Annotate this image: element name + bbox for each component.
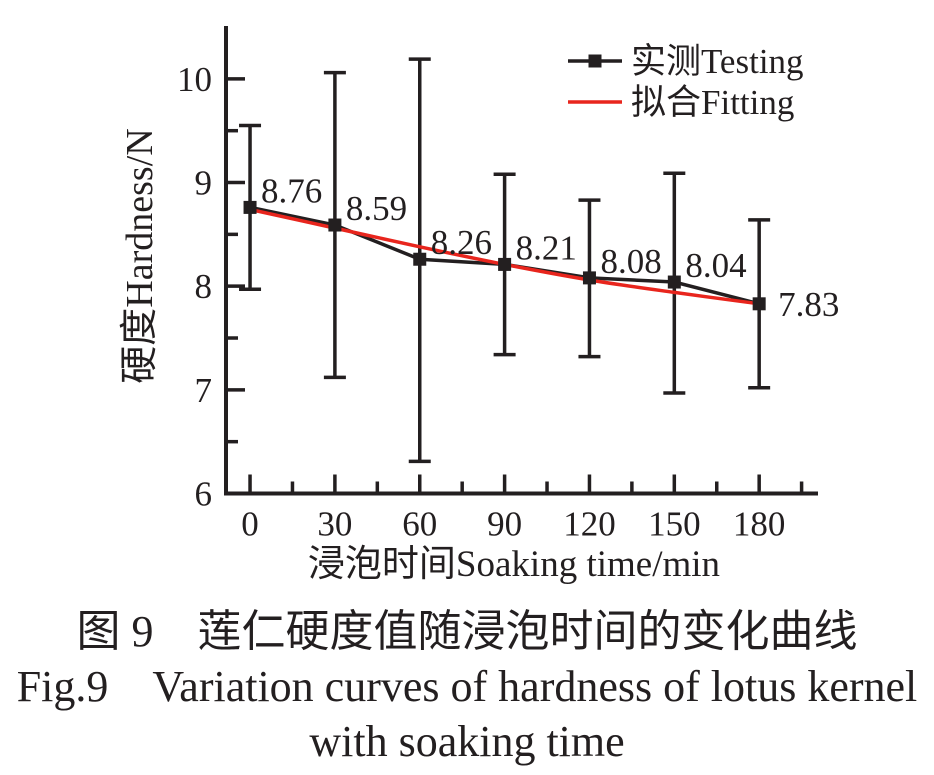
caption-english-line2: with soaking time (309, 717, 625, 766)
y-tick-label: 8 (195, 267, 213, 306)
data-point-marker (752, 297, 766, 311)
data-point-marker (413, 252, 427, 266)
data-point-marker (243, 200, 257, 214)
data-point-label: 8.76 (261, 171, 322, 210)
legend-testing-marker (588, 54, 602, 68)
figure-caption: 图 9 莲仁硬度值随浸泡时间的变化曲线 Fig.9 Variation curv… (0, 592, 934, 769)
data-point-marker (498, 257, 512, 271)
x-tick-label: 150 (648, 505, 701, 544)
legend-testing-label: 实测Testing (631, 42, 804, 81)
x-tick-label: 180 (733, 505, 786, 544)
x-tick-label: 90 (487, 505, 522, 544)
x-tick-label: 60 (402, 505, 437, 544)
caption-english-line1: Fig.9 Variation curves of hardness of lo… (16, 662, 918, 711)
data-point-label: 8.04 (685, 246, 746, 285)
hardness-vs-soaking-time-chart: 0 30 60 90 120 150 180 6 7 8 9 10 8.76 8.59 8.26 8.21 8.… (119, 26, 839, 585)
data-point-label: 8.08 (600, 242, 661, 281)
data-point-marker (328, 218, 342, 232)
y-axis-title: 硬度Hardness/N (119, 128, 161, 383)
data-point-label: 8.59 (346, 189, 407, 228)
y-tick-label: 10 (177, 60, 212, 99)
y-tick-label: 7 (195, 371, 213, 410)
data-point-label: 7.83 (778, 285, 839, 324)
data-point-label: 8.26 (431, 223, 492, 262)
legend-fitting-label: 拟合Fitting (631, 83, 794, 122)
y-tick-label: 6 (195, 475, 213, 514)
caption-chinese: 图 9 莲仁硬度值随浸泡时间的变化曲线 (76, 607, 858, 656)
x-tick-label: 120 (563, 505, 616, 544)
data-point-marker (582, 271, 596, 285)
x-tick-label: 0 (241, 505, 259, 544)
x-axis-title: 浸泡时间Soaking time/min (308, 543, 720, 585)
y-tick-label: 9 (195, 164, 213, 203)
data-point-marker (667, 275, 681, 289)
x-tick-label: 30 (317, 505, 352, 544)
axis-spines (224, 26, 818, 496)
data-point-label: 8.21 (516, 228, 577, 267)
